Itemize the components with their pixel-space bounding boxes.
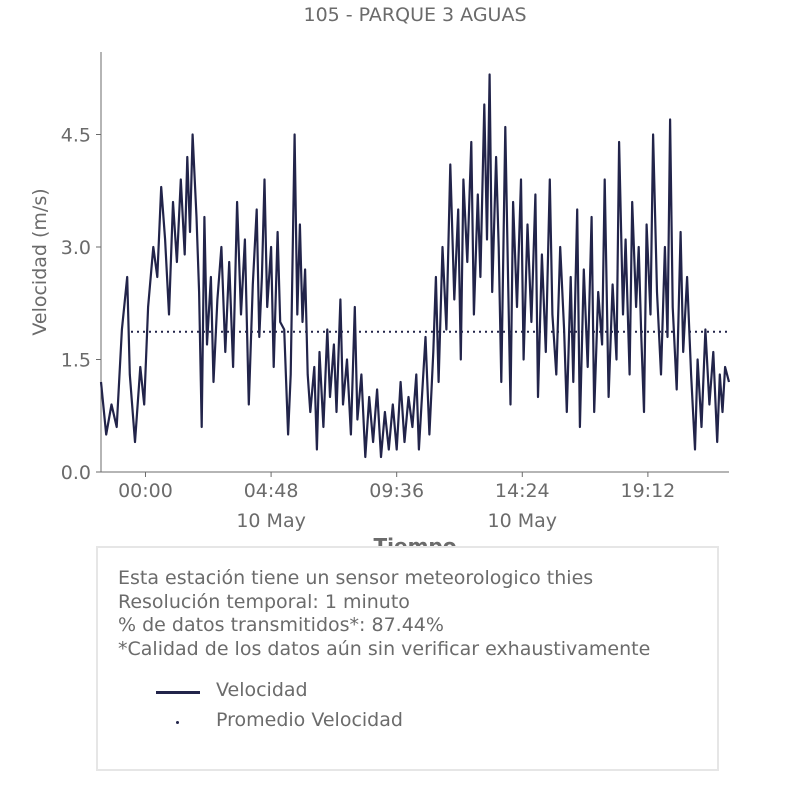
info-line-resolution: Resolución temporal: 1 minuto [118, 590, 410, 613]
x-tick-label: 04:48 [244, 480, 299, 502]
info-box: Esta estación tiene un sensor meteorolog… [96, 546, 719, 771]
chart-title: 105 - PARQUE 3 AGUAS [303, 4, 526, 26]
x-tick-label: 14:24 [495, 480, 550, 502]
y-tick-label: 4.5 [61, 125, 91, 147]
x-tick-label: 09:36 [369, 480, 424, 502]
x-ticks: 00:00 04:48 10 May 09:36 14:24 10 May 19:12 [118, 472, 675, 532]
velocity-series-line [99, 73, 731, 459]
y-tick-label: 3.0 [61, 237, 91, 259]
x-tick-date-label: 10 May [236, 510, 306, 532]
info-line-transmitted: % de datos transmitidos*: 87.44% [118, 614, 444, 636]
station-info-text: Esta estación tiene un sensor meteorolog… [118, 567, 650, 661]
x-tick-label: 00:00 [118, 480, 173, 502]
x-tick-label: 19:12 [621, 480, 676, 502]
y-tick-label: 1.5 [61, 350, 91, 372]
legend-label-velocity: Velocidad [216, 679, 308, 701]
info-line-quality-note: *Calidad de los datos aún sin verificar … [118, 637, 651, 660]
y-ticks: 0.0 1.5 3.0 4.5 [61, 125, 101, 484]
y-axis-label: Velocidad (m/s) [29, 188, 51, 335]
y-tick-label: 0.0 [61, 462, 91, 484]
x-tick-date-label: 10 May [488, 510, 558, 532]
legend-dot-swatch [176, 721, 179, 724]
legend-line-swatch [156, 691, 200, 694]
info-line-sensor: Esta estación tiene un sensor meteorolog… [118, 567, 594, 589]
legend-label-average: Promedio Velocidad [216, 709, 403, 731]
